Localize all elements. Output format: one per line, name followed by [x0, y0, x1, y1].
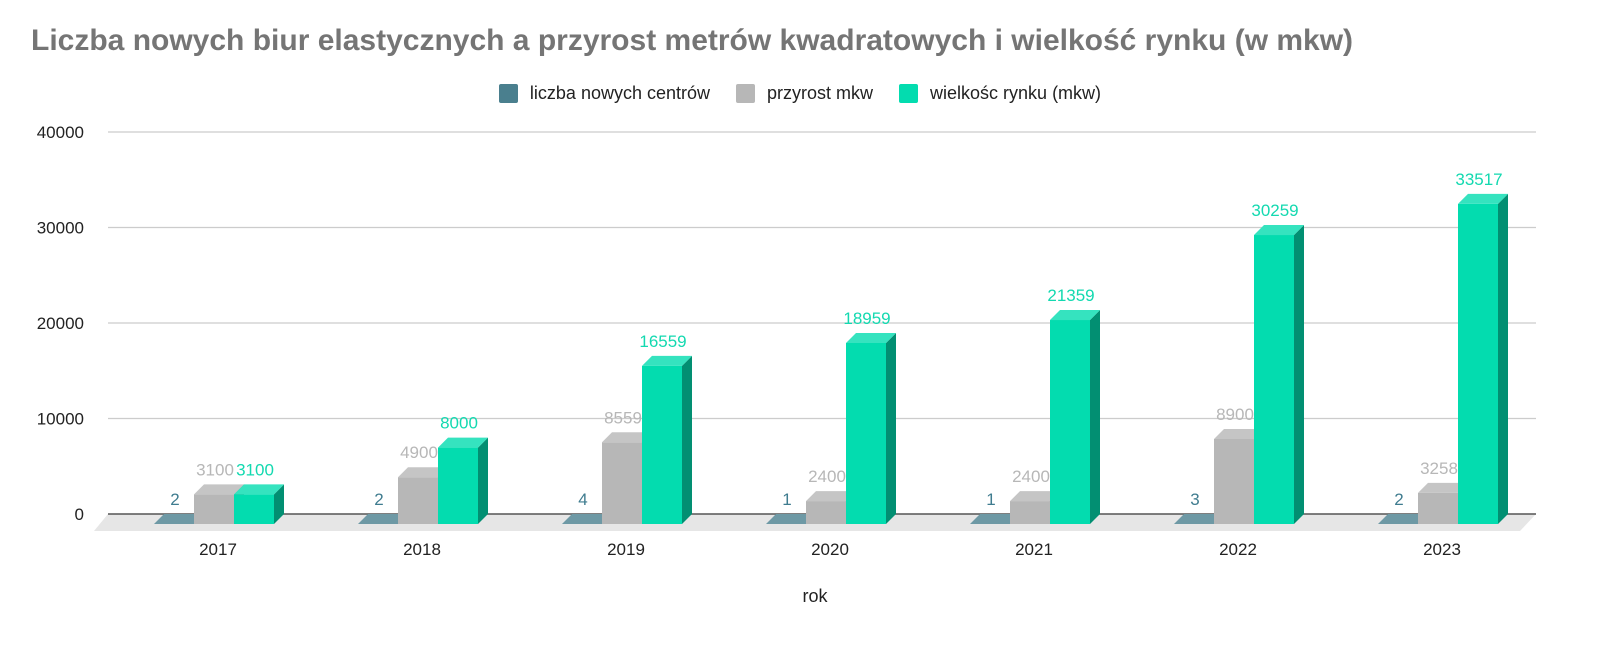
bar-top: [642, 355, 692, 366]
bar-top: [1174, 513, 1224, 524]
bar-side: [1090, 310, 1100, 524]
data-label: 2: [1394, 490, 1403, 509]
bar-front: [438, 447, 478, 524]
legend-label-market: wielkośc rynku (mkw): [930, 83, 1102, 103]
data-label: 30259: [1251, 201, 1298, 220]
bar-front: [194, 494, 234, 524]
data-label: 1: [782, 490, 791, 509]
x-tick-label: 2022: [1219, 540, 1257, 559]
data-label: 3100: [196, 460, 234, 479]
x-tick-label: 2017: [199, 540, 237, 559]
data-label: 33517: [1455, 170, 1502, 189]
legend-label-growth: przyrost mkw: [767, 83, 874, 103]
y-tick-label: 20000: [37, 314, 84, 333]
bar-front: [1254, 235, 1294, 524]
bar-top: [970, 513, 1020, 524]
bar-top: [1458, 193, 1508, 204]
x-tick-label: 2023: [1423, 540, 1461, 559]
legend-swatch-growth: [736, 84, 756, 103]
legend: liczba nowych centrów przyrost mkw wielk…: [0, 83, 1600, 104]
bar-top: [1254, 225, 1304, 236]
bar-side: [274, 484, 284, 524]
data-label: 21359: [1047, 286, 1094, 305]
bar-front: [1010, 501, 1050, 524]
legend-item-centers[interactable]: liczba nowych centrów: [498, 83, 711, 104]
bar-top: [1010, 491, 1060, 502]
bar-front: [234, 494, 274, 524]
bar-top: [194, 484, 244, 495]
bar-front: [806, 501, 846, 524]
data-label: 2: [170, 490, 179, 509]
data-label: 3258: [1420, 459, 1458, 478]
data-label: 3100: [236, 460, 274, 479]
chart-title: Liczba nowych biur elastycznych a przyro…: [31, 24, 1354, 57]
bar-front: [1050, 320, 1090, 524]
data-label: 4900: [400, 443, 438, 462]
data-label: 3: [1190, 490, 1199, 509]
bar-front: [642, 365, 682, 524]
bar-top: [398, 467, 448, 478]
x-tick-label: 2021: [1015, 540, 1053, 559]
bar-front: [846, 342, 886, 524]
bar-side: [1498, 193, 1508, 524]
data-label: 4: [578, 490, 587, 509]
bar-top: [766, 513, 816, 524]
bar-top: [1418, 482, 1468, 493]
bar-front: [1458, 203, 1498, 524]
y-tick-label: 30000: [37, 219, 84, 238]
bar-top: [154, 513, 204, 524]
x-tick-label: 2018: [403, 540, 441, 559]
bar-top: [358, 513, 408, 524]
x-axis-title: rok: [802, 586, 828, 606]
bar-front: [1418, 492, 1458, 524]
data-label: 1: [986, 490, 995, 509]
y-tick-label: 40000: [37, 123, 84, 142]
bar-top: [438, 437, 488, 448]
legend-item-market[interactable]: wielkośc rynku (mkw): [899, 83, 1101, 104]
data-label: 8900: [1216, 405, 1254, 424]
data-label: 18959: [843, 309, 890, 328]
bar-front: [602, 442, 642, 524]
bar-top: [806, 491, 856, 502]
data-label: 8559: [604, 408, 642, 427]
legend-item-growth[interactable]: przyrost mkw: [736, 83, 873, 104]
bar-front: [398, 477, 438, 524]
legend-label-centers: liczba nowych centrów: [529, 83, 711, 103]
bar-top: [602, 432, 652, 443]
bar-top: [1050, 310, 1100, 321]
legend-swatch-centers: [498, 84, 518, 103]
bar-front: [1214, 439, 1254, 524]
bar-top: [846, 332, 896, 343]
y-tick-label: 10000: [37, 410, 84, 429]
data-label: 2: [374, 490, 383, 509]
bar-top: [562, 513, 612, 524]
x-tick-label: 2019: [607, 540, 645, 559]
data-label: 2400: [808, 467, 846, 486]
bar-top: [1214, 429, 1264, 440]
bar-side: [478, 437, 488, 524]
x-tick-label: 2020: [811, 540, 849, 559]
bar-side: [1294, 225, 1304, 524]
data-label: 16559: [639, 332, 686, 351]
bar-side: [886, 332, 896, 524]
bar-top: [1378, 513, 1428, 524]
bar-top: [234, 484, 284, 495]
data-label: 8000: [440, 414, 478, 433]
y-tick-label: 0: [75, 505, 84, 524]
bar-side: [682, 355, 692, 524]
data-label: 2400: [1012, 467, 1050, 486]
legend-swatch-market: [899, 84, 919, 103]
